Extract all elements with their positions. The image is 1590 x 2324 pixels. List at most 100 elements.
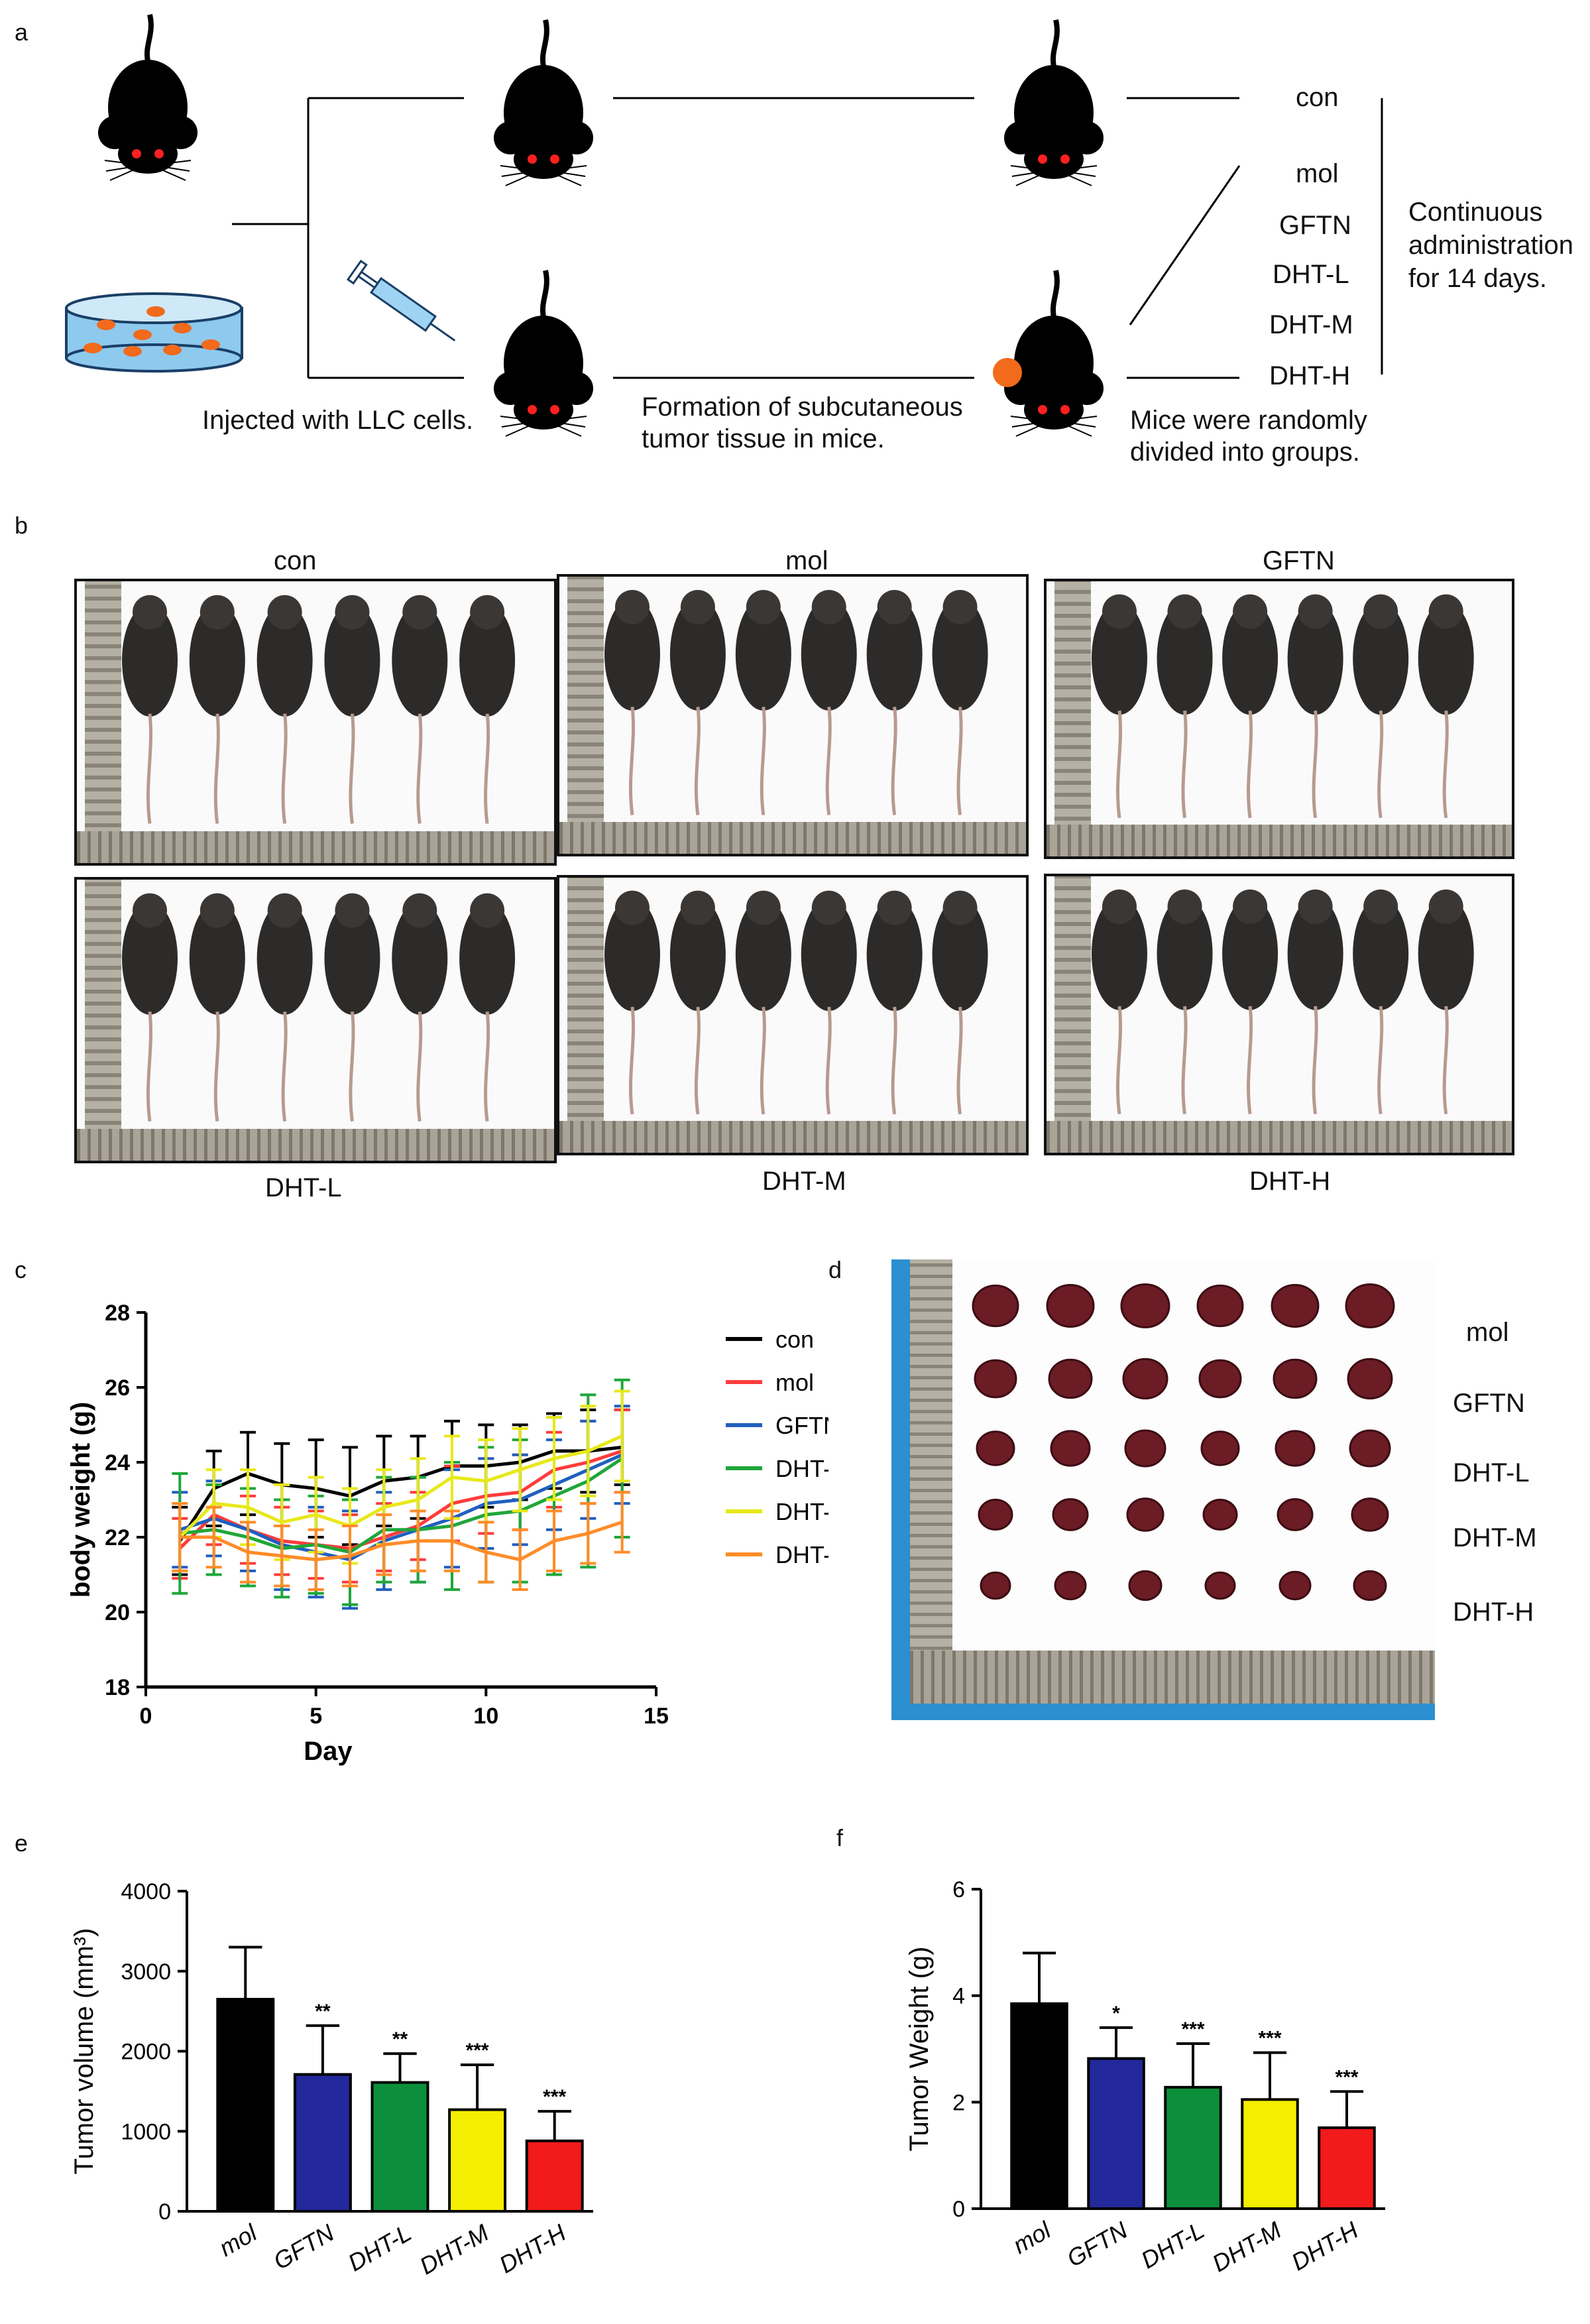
legend-label: DHT-L <box>775 1455 828 1482</box>
y-axis-label: Tumor Weight (g) <box>905 1947 934 2152</box>
mice-photo-gftn <box>1044 579 1514 859</box>
mouse-tail <box>956 1006 963 1115</box>
tumor-sample <box>1273 1358 1318 1399</box>
mouse-tail <box>760 707 766 815</box>
panel-label-b: b <box>15 512 28 539</box>
y-tick-label: 0 <box>952 2197 965 2222</box>
mouse-body <box>1353 602 1409 715</box>
mouse-head <box>335 893 370 928</box>
legend-label: GFTN <box>775 1412 828 1439</box>
mouse-body <box>801 598 857 711</box>
tumor-sample <box>1271 1284 1320 1328</box>
mouse-body <box>459 901 516 1015</box>
tumor-sample <box>974 1359 1017 1399</box>
bar-dht-m <box>448 2108 507 2213</box>
mouse-icon <box>1004 270 1104 436</box>
mouse-tail <box>891 1006 897 1115</box>
mouse-tail <box>628 707 636 815</box>
y-tick-label: 2000 <box>121 2040 171 2065</box>
y-tick-label: 28 <box>105 1301 130 1326</box>
mouse-head <box>1428 594 1463 629</box>
mouse-tail <box>1247 1006 1253 1114</box>
bar-mol <box>216 1998 275 2213</box>
bar-dht-m <box>1241 2098 1299 2211</box>
mouse-head <box>470 893 505 928</box>
mouse-tail <box>1181 710 1188 819</box>
tumor-sample <box>980 1571 1011 1600</box>
legend-label: con <box>775 1326 814 1353</box>
y-tick-label: 18 <box>105 1675 130 1700</box>
mouse-head <box>746 890 781 925</box>
tumor-sample <box>976 1430 1015 1466</box>
mouse-tail <box>1442 1006 1449 1114</box>
petri-dish-icon <box>65 292 243 373</box>
mouse-head <box>402 595 437 630</box>
mouse-tail <box>628 1006 636 1115</box>
y-tick-label: 1000 <box>121 2119 171 2144</box>
series-line-dht-h <box>180 1521 623 1562</box>
panel-a-diagram <box>65 0 1383 477</box>
mouse-head <box>746 589 781 624</box>
mouse-tail <box>349 1012 355 1122</box>
mouse-icon <box>494 20 593 186</box>
mouse-icon <box>494 270 593 436</box>
mice-silhouettes <box>604 890 988 1115</box>
mouse-head <box>1233 594 1268 629</box>
mouse-body <box>669 898 726 1012</box>
photo-label-dht-h: DHT-H <box>1249 1167 1331 1196</box>
series-line-con <box>178 1445 622 1542</box>
mouse-tail <box>1115 710 1123 819</box>
panel-label-d: d <box>828 1256 842 1283</box>
mouse-head <box>615 589 650 624</box>
mouse-head <box>877 890 912 925</box>
mice-silhouettes <box>1092 594 1474 819</box>
y-tick-label: 3000 <box>121 1959 171 1985</box>
tumor-weight-chart: 0 2 4 6 Tumor Weight (g) mol * GFTN *** DHT-L *** D… <box>905 1877 1385 2277</box>
bar-dht-l <box>370 2081 429 2213</box>
mouse-body <box>1222 897 1278 1010</box>
group-label-mol: mol <box>1296 159 1339 188</box>
y-tick-label: 6 <box>952 1877 965 1902</box>
y-axis-label: body weight (g) <box>66 1402 95 1598</box>
significance-label: ** <box>315 2001 331 2022</box>
mouse-body <box>932 898 988 1012</box>
mouse-body <box>459 604 516 717</box>
step-divided-text-2: divided into groups. <box>1130 437 1360 467</box>
mouse-head <box>267 595 302 630</box>
group-label-dht-l: DHT-L <box>1273 260 1349 289</box>
mice-photo-dht-m <box>557 875 1029 1155</box>
mouse-head <box>199 595 235 630</box>
tumor-sample <box>1048 1358 1093 1399</box>
panel-label-c: c <box>15 1256 27 1283</box>
x-tick-label: 10 <box>473 1704 498 1729</box>
group-label-con: con <box>1296 83 1339 112</box>
y-tick-label: 4 <box>952 1984 965 2009</box>
y-tick-label: 26 <box>105 1375 130 1401</box>
tumor-volume-chart: 0 1000 2000 3000 4000 Tumor volume (mm³) mol **… <box>70 1879 593 2280</box>
tumor-sample <box>1278 1570 1312 1601</box>
mouse-body <box>604 898 660 1012</box>
mouse-tail <box>146 713 153 824</box>
mouse-body <box>1418 602 1474 715</box>
mouse-head <box>1167 889 1202 924</box>
legend-label: DHT-M <box>775 1498 828 1525</box>
group-label-gftn: GFTN <box>1279 211 1351 240</box>
tumor-sample <box>1122 1358 1168 1400</box>
mouse-head <box>1102 594 1137 629</box>
mouse-tail <box>825 1006 832 1115</box>
panel-label-f: f <box>836 1824 844 1851</box>
mice-photo-dht-h <box>1044 874 1514 1155</box>
mouse-body <box>1092 897 1147 1010</box>
mouse-body <box>735 898 791 1012</box>
mouse-tail <box>1377 710 1384 819</box>
mouse-tail <box>1442 710 1449 819</box>
mouse-body <box>669 598 726 711</box>
tumor-sample <box>1120 1283 1170 1328</box>
group-label-dht-m: DHT-M <box>1269 310 1353 339</box>
mouse-tail <box>416 1012 423 1122</box>
step-formation-text-2: tumor tissue in mice. <box>642 424 885 453</box>
tumor-sample <box>1349 1429 1391 1468</box>
mouse-icon <box>98 15 198 180</box>
photo-label-gftn: GFTN <box>1263 546 1335 575</box>
tumor-sample <box>1347 1358 1393 1400</box>
